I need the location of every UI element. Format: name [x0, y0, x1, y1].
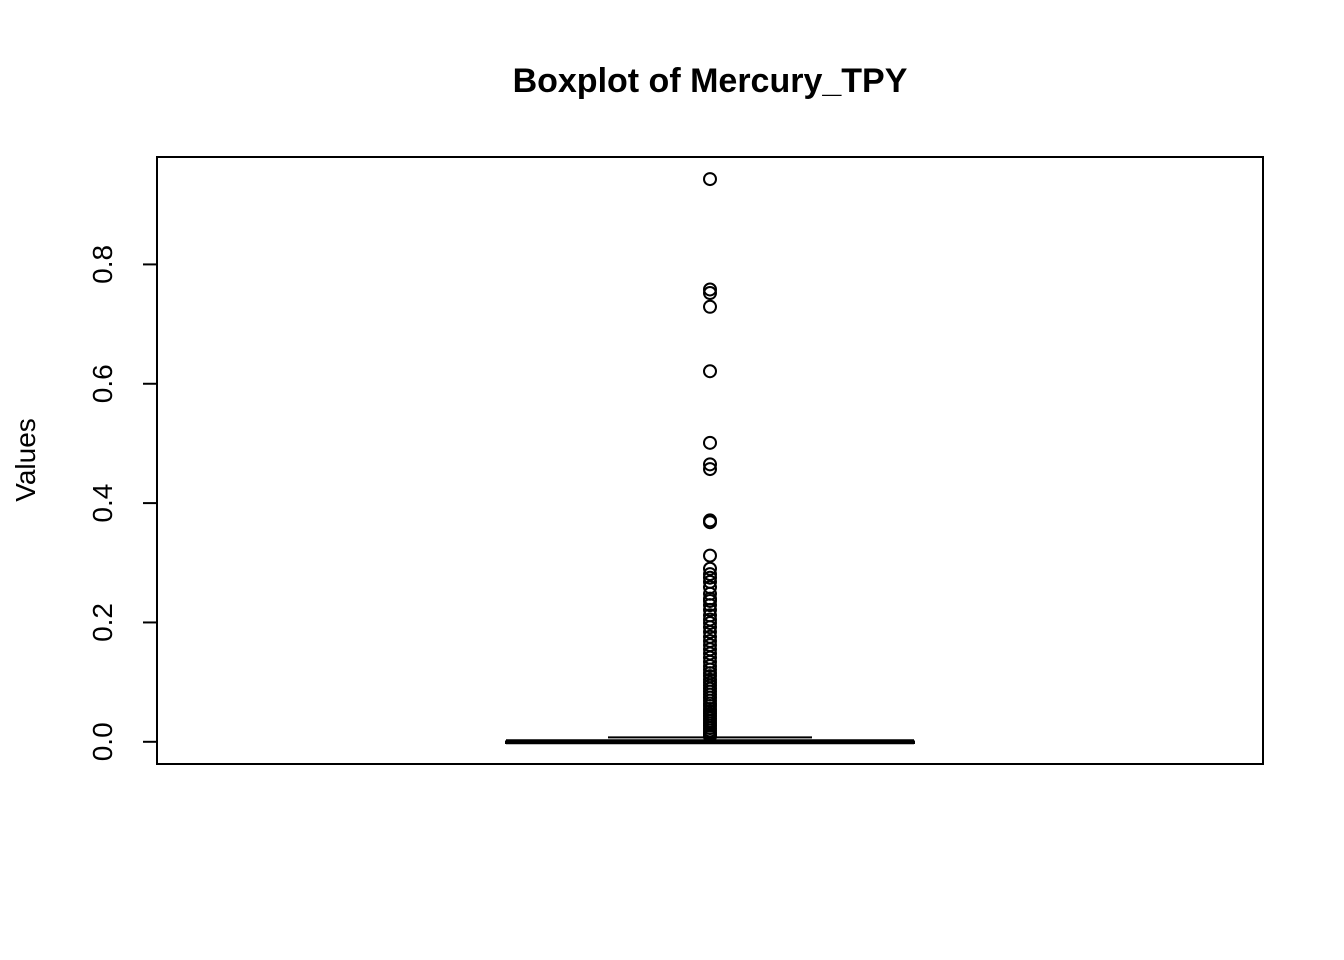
chart-title: Boxplot of Mercury_TPY: [513, 62, 908, 100]
outlier-point: [703, 593, 717, 608]
y-tick-label: 0.4: [87, 484, 118, 523]
outlier-point: [703, 620, 717, 635]
outlier-point: [703, 602, 717, 617]
y-axis: 0.0 0.2 0.4 0.6 0.8: [87, 245, 158, 761]
outlier-point: [703, 598, 717, 613]
outlier-point: [703, 364, 717, 379]
y-tick-label: 0.8: [87, 245, 118, 284]
outlier-point: [703, 616, 717, 631]
outlier-point: [703, 561, 717, 576]
outlier-point: [703, 457, 717, 472]
outlier-point: [703, 462, 717, 477]
outlier-point: [703, 625, 717, 640]
outlier-point: [703, 515, 717, 530]
y-tick-label: 0.6: [87, 364, 118, 403]
outlier-point: [703, 548, 717, 563]
y-tick-label: 0.0: [87, 722, 118, 761]
outlier-point: [703, 172, 717, 187]
outlier-point: [703, 435, 717, 450]
outlier-point: [703, 570, 717, 585]
y-axis-label: Values: [10, 418, 41, 502]
outlier-point: [703, 299, 717, 314]
outlier-point: [703, 286, 717, 301]
outlier-point: [703, 729, 717, 744]
y-tick-label: 0.2: [87, 603, 118, 642]
outlier-points: [703, 172, 717, 744]
